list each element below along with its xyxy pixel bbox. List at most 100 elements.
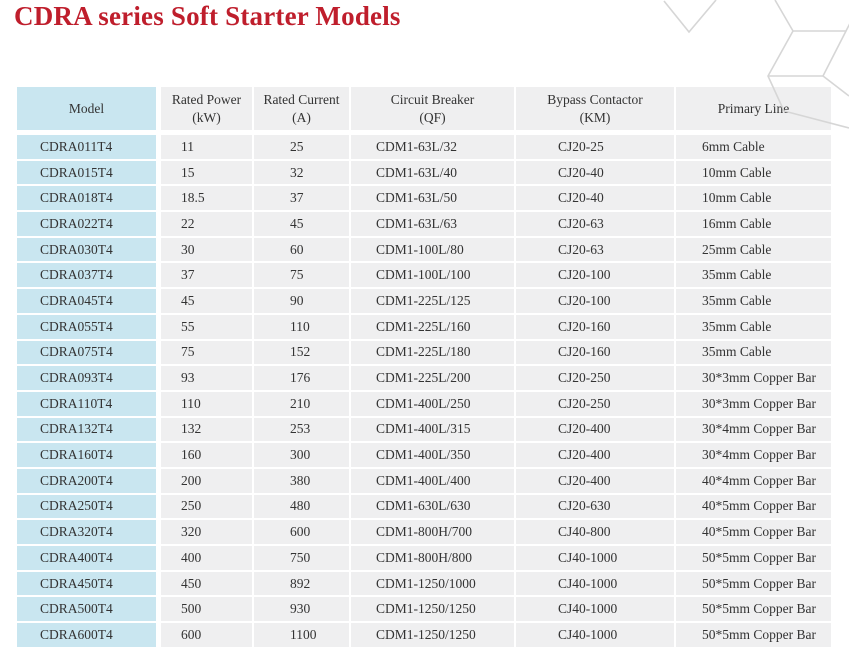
cell-current: 32: [254, 160, 349, 185]
cell-line: 35mm Cable: [676, 314, 831, 339]
cell-power: 250: [161, 494, 252, 519]
table-row: CDRA500T4 500 930 CDM1-1250/1250 CJ40-1000 50…: [17, 597, 831, 622]
cell-breaker: CDM1-800H/800: [351, 546, 514, 570]
header-rated-current-label: Rated Current: [263, 91, 340, 107]
cell-contactor: CJ20-160: [516, 314, 674, 339]
cell-contactor: CJ20-25: [516, 135, 674, 159]
cell-power: 500: [161, 597, 252, 622]
cell-current: 600: [254, 520, 349, 544]
cell-model: CDRA400T4: [17, 546, 159, 570]
table-row: CDRA160T4 160 300 CDM1-400L/350 CJ20-400 30*4…: [17, 443, 831, 467]
cell-model: CDRA160T4: [17, 443, 159, 467]
header-bypass-contactor-label: Bypass Contactor: [547, 91, 643, 107]
cell-contactor: CJ20-100: [516, 263, 674, 288]
header-model: Model: [17, 87, 159, 133]
cell-model: CDRA045T4: [17, 289, 159, 313]
cell-model: CDRA037T4: [17, 263, 159, 288]
cell-contactor: CJ40-1000: [516, 623, 674, 647]
header-rated-current: Rated Current (A): [254, 87, 349, 133]
cell-contactor: CJ20-160: [516, 340, 674, 365]
header-circuit-breaker-unit: (QF): [419, 109, 446, 125]
cell-breaker: CDM1-400L/315: [351, 417, 514, 442]
cell-power: 200: [161, 468, 252, 493]
header-circuit-breaker: Circuit Breaker (QF): [351, 87, 514, 133]
table-row: CDRA320T4 320 600 CDM1-800H/700 CJ40-800 40*5…: [17, 520, 831, 544]
cell-current: 210: [254, 391, 349, 416]
cell-current: 176: [254, 366, 349, 390]
cell-current: 930: [254, 597, 349, 622]
cell-power: 93: [161, 366, 252, 390]
table-row: CDRA200T4 200 380 CDM1-400L/400 CJ20-400 40*4…: [17, 468, 831, 493]
table-row: CDRA045T4 45 90 CDM1-225L/125 CJ20-100 35mm C…: [17, 289, 831, 313]
cell-model: CDRA132T4: [17, 417, 159, 442]
cell-breaker: CDM1-1250/1250: [351, 623, 514, 647]
table-row: CDRA037T4 37 75 CDM1-100L/100 CJ20-100 35mm C…: [17, 263, 831, 288]
cell-contactor: CJ20-250: [516, 391, 674, 416]
soft-starter-models-table: Model Rated Power (kW) Rated Current (A)…: [15, 85, 833, 649]
header-circuit-breaker-label: Circuit Breaker: [390, 91, 475, 107]
cell-power: 110: [161, 391, 252, 416]
cell-current: 60: [254, 237, 349, 262]
cell-current: 45: [254, 212, 349, 236]
cell-line: 35mm Cable: [676, 340, 831, 365]
cell-breaker: CDM1-63L/40: [351, 160, 514, 185]
cell-power: 400: [161, 546, 252, 570]
cell-line: 35mm Cable: [676, 263, 831, 288]
table-body: CDRA011T4 11 25 CDM1-63L/32 CJ20-25 6mm Cable…: [17, 135, 831, 647]
table-row: CDRA132T4 132 253 CDM1-400L/315 CJ20-400 30*4…: [17, 417, 831, 442]
cell-line: 10mm Cable: [676, 186, 831, 211]
cell-model: CDRA018T4: [17, 186, 159, 211]
cell-current: 380: [254, 468, 349, 493]
cell-model: CDRA093T4: [17, 366, 159, 390]
cell-line: 40*5mm Copper Bar: [676, 520, 831, 544]
cell-model: CDRA011T4: [17, 135, 159, 159]
cell-model: CDRA075T4: [17, 340, 159, 365]
cell-power: 15: [161, 160, 252, 185]
cell-power: 45: [161, 289, 252, 313]
cell-model: CDRA015T4: [17, 160, 159, 185]
table-row: CDRA011T4 11 25 CDM1-63L/32 CJ20-25 6mm Cable: [17, 135, 831, 159]
cell-power: 160: [161, 443, 252, 467]
header-rated-power-label: Rated Power: [171, 91, 242, 107]
page-title: CDRA series Soft Starter Models: [14, 1, 401, 31]
cell-model: CDRA600T4: [17, 623, 159, 647]
header-model-label: Model: [68, 100, 105, 116]
cell-model: CDRA022T4: [17, 212, 159, 236]
table-row: CDRA075T4 75 152 CDM1-225L/180 CJ20-160 35mm …: [17, 340, 831, 365]
cell-breaker: CDM1-225L/160: [351, 314, 514, 339]
cell-line: 50*5mm Copper Bar: [676, 623, 831, 647]
cell-current: 1100: [254, 623, 349, 647]
cell-breaker: CDM1-63L/32: [351, 135, 514, 159]
cell-contactor: CJ20-100: [516, 289, 674, 313]
cell-current: 90: [254, 289, 349, 313]
table-row: CDRA110T4 110 210 CDM1-400L/250 CJ20-250 30*3…: [17, 391, 831, 416]
cell-current: 110: [254, 314, 349, 339]
cell-line: 16mm Cable: [676, 212, 831, 236]
header-rated-current-unit: (A): [292, 109, 311, 125]
table-row: CDRA400T4 400 750 CDM1-800H/800 CJ40-1000 50*…: [17, 546, 831, 570]
header-rated-power: Rated Power (kW): [161, 87, 252, 133]
cell-contactor: CJ20-63: [516, 212, 674, 236]
cell-power: 132: [161, 417, 252, 442]
table-row: CDRA250T4 250 480 CDM1-630L/630 CJ20-630 40*5…: [17, 494, 831, 519]
cell-breaker: CDM1-800H/700: [351, 520, 514, 544]
cell-contactor: CJ20-63: [516, 237, 674, 262]
cell-line: 40*4mm Copper Bar: [676, 468, 831, 493]
cell-model: CDRA030T4: [17, 237, 159, 262]
cell-power: 75: [161, 340, 252, 365]
cell-breaker: CDM1-630L/630: [351, 494, 514, 519]
cell-line: 50*5mm Copper Bar: [676, 546, 831, 570]
table-header: Model Rated Power (kW) Rated Current (A)…: [17, 87, 831, 133]
header-bypass-contactor-unit: (KM): [579, 109, 611, 125]
cell-current: 25: [254, 135, 349, 159]
table-row: CDRA055T4 55 110 CDM1-225L/160 CJ20-160 35mm …: [17, 314, 831, 339]
cell-power: 450: [161, 571, 252, 596]
cell-model: CDRA110T4: [17, 391, 159, 416]
cell-line: 35mm Cable: [676, 289, 831, 313]
cell-breaker: CDM1-100L/80: [351, 237, 514, 262]
table-row: CDRA093T4 93 176 CDM1-225L/200 CJ20-250 30*3m…: [17, 366, 831, 390]
cell-line: 50*5mm Copper Bar: [676, 597, 831, 622]
cell-breaker: CDM1-63L/63: [351, 212, 514, 236]
cell-model: CDRA200T4: [17, 468, 159, 493]
cell-current: 300: [254, 443, 349, 467]
